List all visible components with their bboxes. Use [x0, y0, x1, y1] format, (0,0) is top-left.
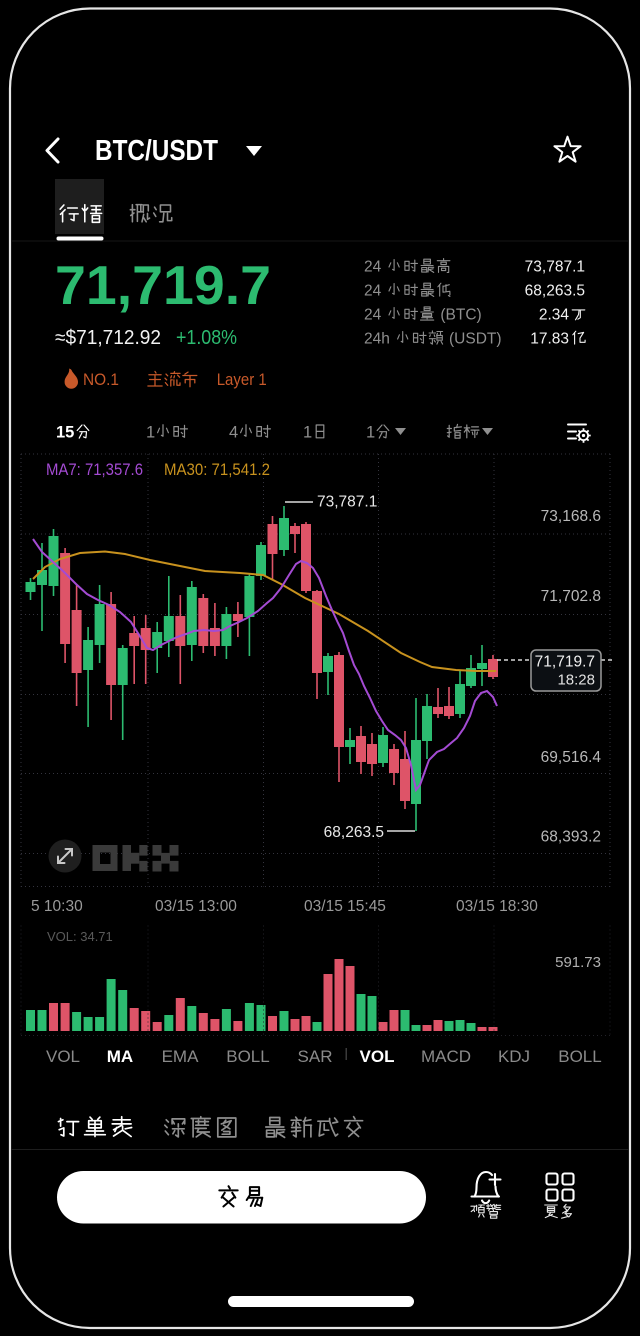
svg-text:VOL: VOL — [360, 1047, 395, 1066]
svg-text:03/15 13:00: 03/15 13:00 — [155, 898, 237, 915]
svg-text:MA30: 71,541.2: MA30: 71,541.2 — [164, 460, 270, 479]
svg-text:73,168.6: 73,168.6 — [541, 508, 601, 525]
svg-text:(BTC): (BTC) — [436, 307, 482, 324]
svg-text:BTC/USDT: BTC/USDT — [95, 135, 218, 167]
svg-text:17.83: 17.83 — [530, 331, 569, 348]
svg-text:+1.08%: +1.08% — [176, 327, 237, 349]
svg-text:73,787.1: 73,787.1 — [525, 259, 585, 276]
svg-text:Layer 1: Layer 1 — [217, 370, 267, 389]
svg-text:BOLL: BOLL — [226, 1047, 269, 1066]
svg-text:4: 4 — [229, 424, 238, 442]
svg-text:71,702.8: 71,702.8 — [541, 588, 601, 605]
svg-text:MACD: MACD — [421, 1047, 471, 1066]
svg-text:MA7: 71,357.6: MA7: 71,357.6 — [46, 460, 143, 479]
svg-text:68,263.5: 68,263.5 — [525, 283, 585, 300]
svg-text:71,719.7: 71,719.7 — [535, 654, 595, 671]
svg-text:03/15 18:30: 03/15 18:30 — [456, 898, 538, 915]
svg-text:18:28: 18:28 — [557, 672, 595, 689]
svg-text:24: 24 — [364, 307, 386, 324]
svg-text:EMA: EMA — [162, 1047, 200, 1066]
svg-text:03/15 15:45: 03/15 15:45 — [304, 898, 386, 915]
svg-text:71,719.7: 71,719.7 — [55, 254, 271, 316]
svg-text:73,787.1: 73,787.1 — [317, 494, 377, 511]
svg-text:15: 15 — [56, 424, 74, 442]
svg-text:2.34: 2.34 — [539, 307, 570, 324]
svg-text:24: 24 — [364, 283, 386, 300]
svg-text:1: 1 — [366, 424, 375, 442]
svg-text:MA: MA — [107, 1047, 133, 1066]
svg-text:1: 1 — [146, 424, 155, 442]
svg-text:69,516.4: 69,516.4 — [541, 749, 602, 766]
svg-text:≈$71,712.92: ≈$71,712.92 — [55, 327, 161, 349]
svg-text:KDJ: KDJ — [498, 1047, 530, 1066]
svg-text:68,393.2: 68,393.2 — [541, 829, 601, 846]
svg-text:SAR: SAR — [298, 1047, 333, 1066]
svg-text:24h: 24h — [364, 331, 394, 348]
svg-text:68,263.5: 68,263.5 — [324, 824, 384, 841]
svg-text:VOL: VOL — [46, 1047, 80, 1066]
svg-text:(USDT): (USDT) — [445, 331, 502, 348]
svg-text:NO.1: NO.1 — [83, 370, 119, 389]
svg-text:24: 24 — [364, 259, 386, 276]
svg-text:VOL: 34.71: VOL: 34.71 — [47, 929, 113, 944]
svg-text:BOLL: BOLL — [558, 1047, 601, 1066]
svg-text:5 10:30: 5 10:30 — [31, 898, 83, 915]
svg-text:1: 1 — [303, 424, 312, 442]
svg-text:591.73: 591.73 — [555, 954, 601, 971]
